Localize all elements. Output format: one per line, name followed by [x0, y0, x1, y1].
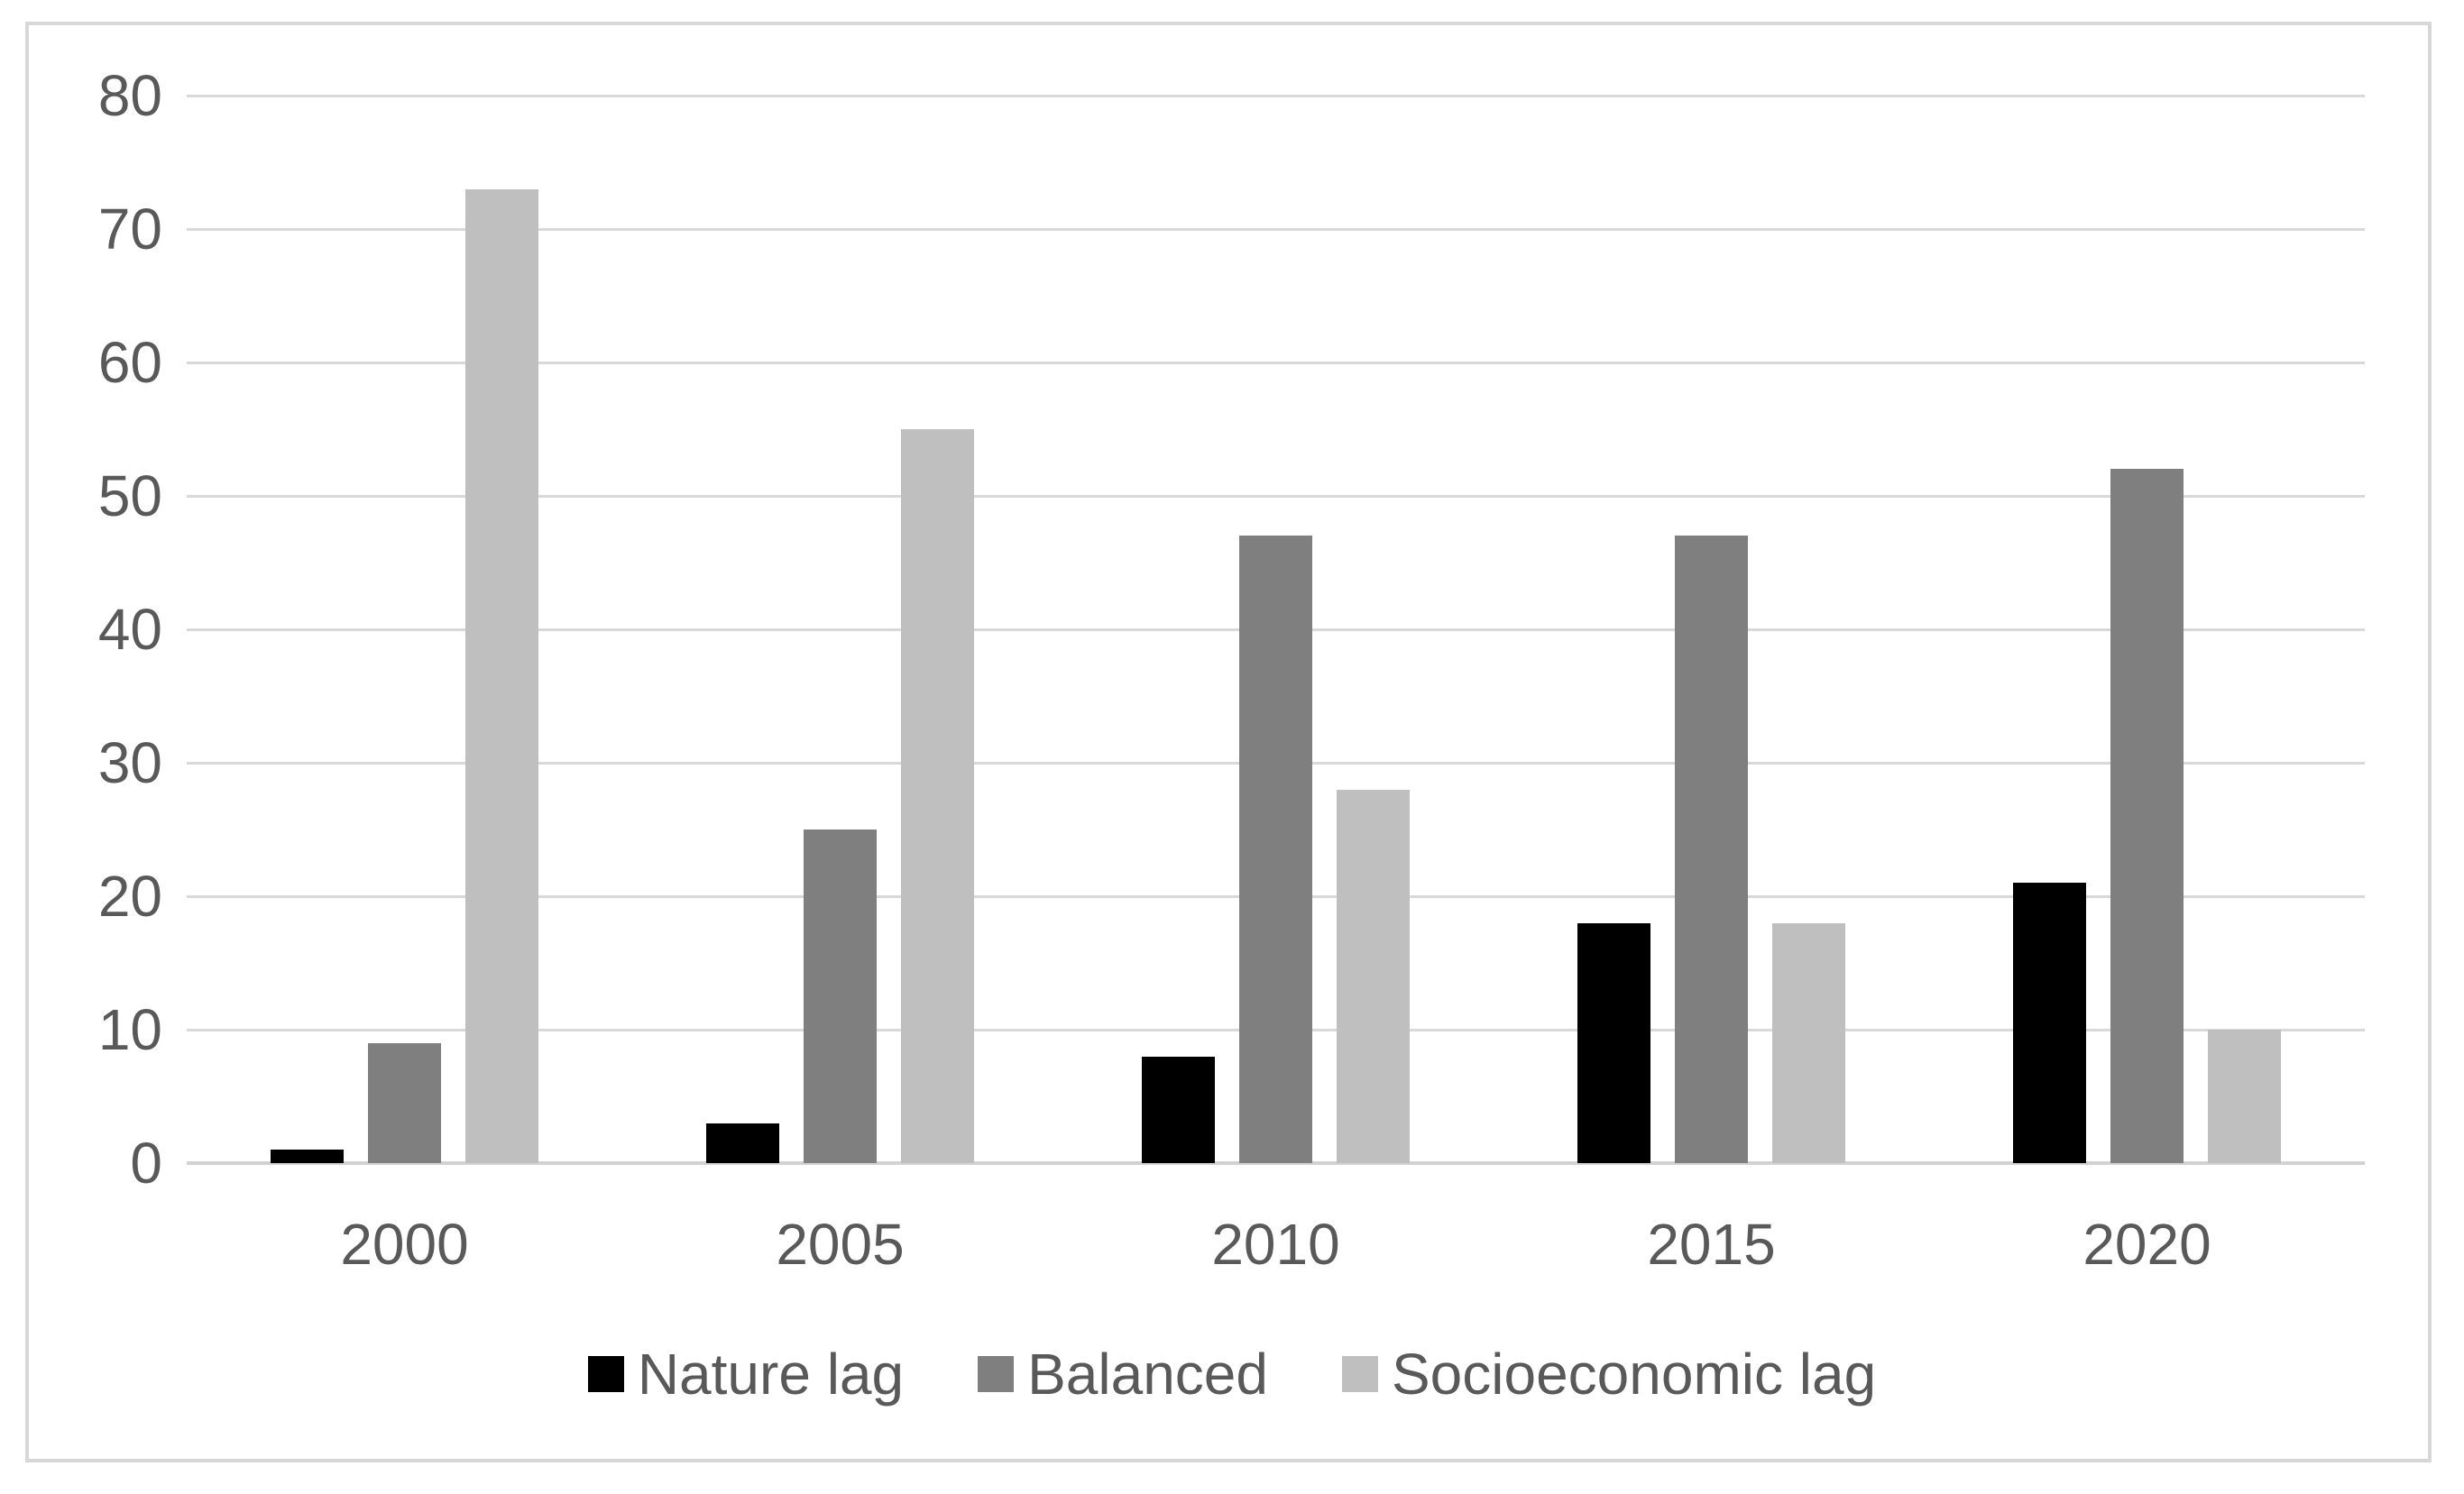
bar-nature-lag-2015: [1577, 922, 1650, 1163]
x-tick-label: 2000: [340, 1212, 469, 1277]
legend-item-nature-lag: Nature lag: [587, 1342, 905, 1407]
x-tick-label: 2020: [2082, 1212, 2211, 1277]
bar-nature-lag-2020: [2013, 883, 2086, 1163]
legend-label: Socioeconomic lag: [1391, 1342, 1877, 1407]
legend-label: Nature lag: [637, 1342, 905, 1407]
gridline: [187, 494, 2365, 498]
legend: Nature lag Balanced Socioeconomic lag: [0, 1342, 2464, 1407]
y-tick-label: 10: [97, 997, 162, 1062]
x-axis-line: [187, 1161, 2365, 1165]
x-tick-label: 2005: [776, 1212, 905, 1277]
y-tick-label: 0: [130, 1131, 162, 1196]
bar-balanced-2005: [804, 829, 877, 1163]
legend-label: Balanced: [1027, 1342, 1268, 1407]
y-tick-label: 50: [97, 463, 162, 528]
chart-frame: [25, 22, 2432, 1462]
bar-balanced-2020: [2110, 469, 2184, 1163]
legend-item-balanced: Balanced: [978, 1342, 1268, 1407]
y-tick-label: 70: [97, 197, 162, 261]
legend-item-socioeconomic-lag: Socioeconomic lag: [1341, 1342, 1877, 1407]
bar-nature-lag-2000: [271, 1150, 344, 1163]
bar-nature-lag-2005: [706, 1123, 779, 1163]
bar-socioeconomic-lag-2000: [465, 188, 538, 1163]
bar-nature-lag-2010: [1142, 1056, 1215, 1163]
y-tick-label: 30: [97, 730, 162, 795]
legend-swatch: [587, 1356, 624, 1392]
bar-socioeconomic-lag-2015: [1772, 922, 1845, 1163]
y-tick-label: 40: [97, 597, 162, 662]
bar-socioeconomic-lag-2005: [901, 429, 974, 1163]
bar-balanced-2000: [368, 1042, 441, 1163]
bar-socioeconomic-lag-2020: [2208, 1030, 2281, 1163]
y-tick-label: 60: [97, 330, 162, 395]
x-tick-label: 2010: [1211, 1212, 1340, 1277]
gridline: [187, 227, 2365, 231]
y-tick-label: 20: [97, 864, 162, 929]
bar-socioeconomic-lag-2010: [1337, 789, 1410, 1163]
legend-swatch: [978, 1356, 1015, 1392]
y-tick-label: 80: [97, 63, 162, 128]
gridline: [187, 94, 2365, 97]
legend-swatch: [1341, 1356, 1378, 1392]
gridline: [187, 361, 2365, 364]
bar-balanced-2010: [1239, 536, 1312, 1163]
x-tick-label: 2015: [1647, 1212, 1776, 1277]
bar-balanced-2015: [1675, 536, 1748, 1163]
